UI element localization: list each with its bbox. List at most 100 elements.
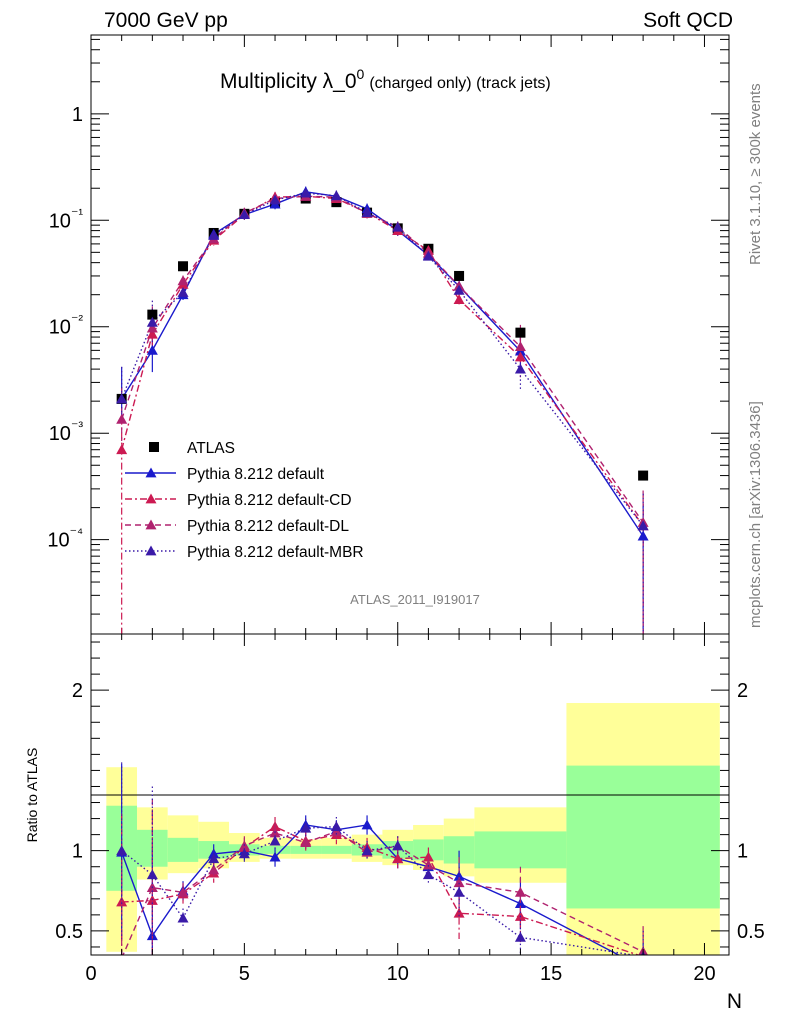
rivet-label: Rivet 3.1.10, ≥ 300k events xyxy=(747,83,764,265)
x-axis-label: N xyxy=(727,990,742,1013)
atlas-data-point xyxy=(147,309,158,320)
main-panel: 1 10⁻¹ 10⁻² 10⁻³ 10⁻⁴ Multiplicity λ_00(char… xyxy=(47,34,730,635)
ratio-data-point xyxy=(638,962,649,972)
ratio-frame xyxy=(90,633,730,956)
ratio-ytick-label-right: 0.5 xyxy=(737,921,765,943)
ratio-data-point xyxy=(300,837,312,848)
main-axis-ticks: 1 10⁻¹ 10⁻² 10⁻³ 10⁻⁴ xyxy=(47,35,729,634)
ratio-data-point xyxy=(453,907,465,918)
ratio-band-green xyxy=(167,837,199,862)
legend-marker xyxy=(145,493,157,504)
ratio-series-line xyxy=(122,830,644,955)
ratio-data-point xyxy=(208,864,220,875)
mc-data-point xyxy=(208,229,220,240)
ratio-data-point xyxy=(330,821,342,831)
main-ytick-label: 10⁻¹ xyxy=(49,205,84,232)
mc-data-point xyxy=(514,363,526,374)
ratio-band-green xyxy=(321,845,352,854)
xtick-label: 10 xyxy=(387,963,409,985)
ratio-bands xyxy=(106,703,720,955)
ratio-panel: 0 5 10 15 20 0.5 0.5 1 1 2 2 Ratio to ATLAS N xyxy=(24,633,765,1013)
ratio-ytick-label: 2 xyxy=(72,680,83,702)
ratio-data-point xyxy=(422,859,434,870)
mc-data-point xyxy=(116,393,128,404)
mc-data-point xyxy=(146,316,158,327)
mc-data-point xyxy=(637,520,649,531)
mc-data-point xyxy=(177,275,189,286)
main-ytick-label: 10⁻⁴ xyxy=(47,525,83,552)
mc-data-point xyxy=(116,413,128,424)
watermark: ATLAS_2011_I919017 xyxy=(350,592,480,607)
ratio-series-line xyxy=(121,824,621,955)
mc-data-point xyxy=(514,341,526,352)
legend-label: Pythia 8.212 default-CD xyxy=(187,492,352,509)
ratio-data-point xyxy=(208,853,220,864)
chart-title-small: (charged only) (track jets) xyxy=(369,75,550,92)
mc-data-point xyxy=(453,294,465,304)
legend-label: ATLAS xyxy=(187,440,235,457)
mc-data-point xyxy=(514,351,526,362)
ratio-ytick-label: 0.5 xyxy=(55,921,83,943)
atlas-data-point xyxy=(515,327,526,338)
header-right: Soft QCD xyxy=(643,9,733,32)
main-series-line xyxy=(121,192,644,527)
ratio-data-point xyxy=(177,886,189,897)
mc-data-point xyxy=(330,190,342,201)
mc-data-point xyxy=(146,328,158,339)
xtick-label: 5 xyxy=(239,963,250,985)
xtick-label: 0 xyxy=(85,963,96,985)
ratio-data-point xyxy=(453,877,465,888)
ratio-data-point xyxy=(453,886,465,897)
ratio-data-point xyxy=(116,845,128,856)
ratio-ytick-label-right: 2 xyxy=(737,680,748,702)
legend-marker xyxy=(145,467,157,478)
mcplots-label: mcplots.cern.ch [arXiv:1306.3436] xyxy=(747,401,764,628)
ratio-series-line xyxy=(121,825,638,955)
ratio-data-layer xyxy=(116,762,649,972)
mc-data-point xyxy=(146,322,158,333)
chart-title: Multiplicity λ_00(charged only) (track j… xyxy=(220,66,551,93)
legend: ATLAS Pythia 8.212 default Pythia 8.212 de… xyxy=(125,440,364,561)
ratio-band-green xyxy=(566,765,720,909)
legend-label: Pythia 8.212 default xyxy=(187,466,325,483)
main-ytick-label: 10⁻² xyxy=(49,312,84,339)
mc-data-point xyxy=(392,221,404,232)
atlas-data-point xyxy=(178,261,189,272)
ratio-data-point xyxy=(300,822,312,833)
atlas-data-point xyxy=(638,470,649,481)
main-series-line xyxy=(120,195,644,527)
main-series-line xyxy=(121,195,644,523)
ratio-data-point xyxy=(514,931,526,942)
ratio-band-green xyxy=(474,831,567,869)
main-series-line xyxy=(121,191,644,537)
ratio-data-point xyxy=(392,853,404,864)
ratio-series-line xyxy=(121,825,641,955)
chart-title-main: Multiplicity λ_0 xyxy=(220,70,357,93)
ratio-data-point xyxy=(238,848,250,859)
ratio-ytick-label-right: 1 xyxy=(737,841,748,863)
mc-data-point xyxy=(116,444,128,455)
legend-label: Pythia 8.212 default-DL xyxy=(187,518,349,535)
ratio-data-point xyxy=(392,840,404,851)
ratio-data-point xyxy=(361,845,373,856)
ratio-data-point xyxy=(361,819,373,830)
header-left: 7000 GeV pp xyxy=(104,9,228,32)
legend-marker xyxy=(145,545,157,556)
ratio-data-point xyxy=(146,869,158,880)
legend-marker xyxy=(149,442,159,452)
mc-data-point xyxy=(146,344,158,355)
mc-data-point xyxy=(177,286,189,297)
mc-data-point xyxy=(637,530,649,541)
mc-data-point xyxy=(269,194,281,205)
ratio-data-point xyxy=(269,851,281,862)
legend-marker xyxy=(145,519,157,530)
ratio-ylabel: Ratio to ATLAS xyxy=(24,748,40,843)
legend-label: Pythia 8.212 default-MBR xyxy=(187,544,364,561)
ratio-data-point xyxy=(514,898,526,909)
ratio-data-point xyxy=(422,869,434,880)
mc-data-point xyxy=(238,209,250,220)
mc-data-point xyxy=(300,187,312,198)
ratio-data-point xyxy=(514,886,526,897)
ratio-data-point xyxy=(177,912,189,923)
